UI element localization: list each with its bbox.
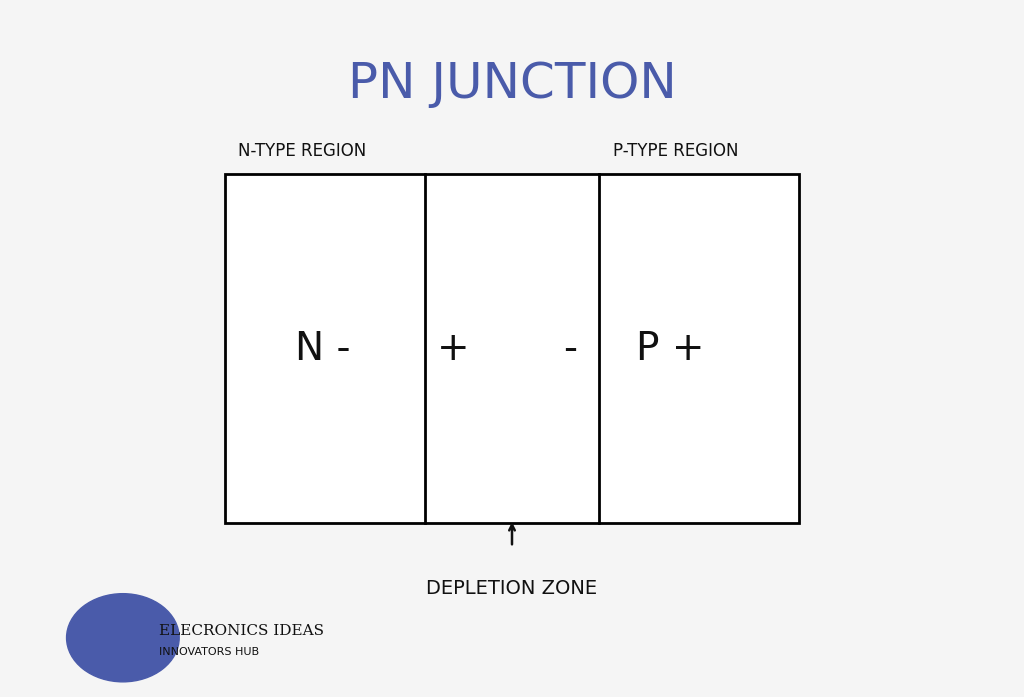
Text: INNOVATORS HUB: INNOVATORS HUB [159, 647, 259, 657]
Text: -: - [563, 330, 578, 367]
Ellipse shape [67, 594, 179, 682]
Text: +: + [437, 330, 470, 367]
Text: P-TYPE REGION: P-TYPE REGION [613, 142, 738, 160]
Text: N-TYPE REGION: N-TYPE REGION [238, 142, 367, 160]
Text: PN JUNCTION: PN JUNCTION [347, 60, 677, 107]
FancyBboxPatch shape [225, 174, 799, 523]
Text: ELECRONICS IDEAS: ELECRONICS IDEAS [159, 624, 324, 638]
Text: DEPLETION ZONE: DEPLETION ZONE [426, 579, 598, 599]
Text: N -: N - [295, 330, 350, 367]
Text: P +: P + [637, 330, 705, 367]
